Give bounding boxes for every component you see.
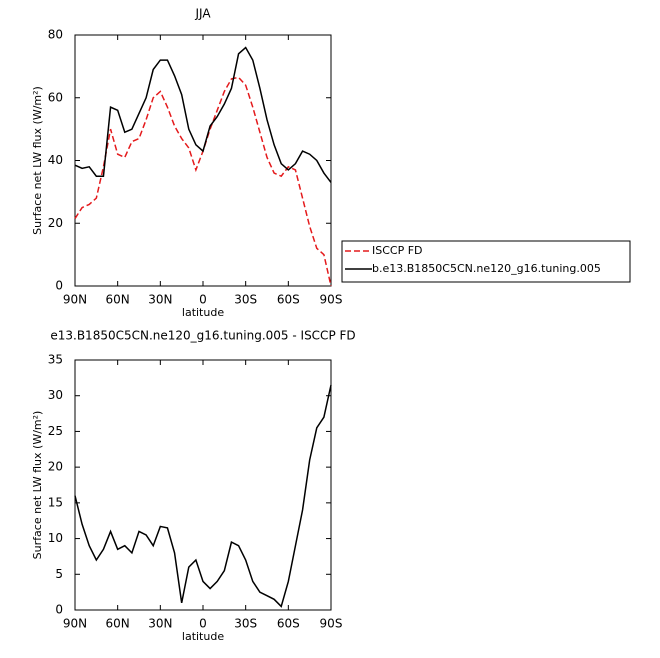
chart-title: e13.B1850C5CN.ne120_g16.tuning.005 - ISC… — [50, 329, 355, 343]
x-tick-label: 60N — [106, 293, 130, 307]
chart-title: JJA — [194, 7, 211, 21]
x-tick-label: 30N — [148, 293, 172, 307]
y-tick-label: 60 — [48, 90, 63, 104]
y-tick-label: 10 — [48, 531, 63, 545]
y-axis-label: Surface net LW flux (W/m²) — [31, 411, 44, 560]
x-tick-label: 30S — [234, 293, 257, 307]
x-tick-label: 90N — [63, 617, 87, 631]
y-tick-label: 25 — [48, 424, 63, 438]
y-tick-label: 35 — [48, 353, 63, 367]
x-tick-label: 0 — [199, 617, 207, 631]
plot-frame — [74, 34, 332, 287]
plot-frame — [74, 359, 332, 611]
data-line — [74, 384, 332, 608]
x-tick-label: 90S — [320, 293, 343, 307]
y-tick-label: 0 — [55, 603, 63, 617]
x-tick-label: 60N — [106, 617, 130, 631]
x-tick-label: 90N — [63, 293, 87, 307]
x-axis-label: latitude — [182, 630, 224, 643]
legend-label: ISCCP FD — [372, 244, 423, 257]
data-line — [74, 46, 332, 183]
y-tick-label: 20 — [48, 216, 63, 230]
y-tick-label: 80 — [48, 28, 63, 42]
y-axis-label: Surface net LW flux (W/m²) — [31, 86, 44, 235]
x-tick-label: 30S — [234, 617, 257, 631]
y-tick-label: 5 — [55, 567, 63, 581]
y-tick-label: 40 — [48, 153, 63, 167]
y-tick-label: 20 — [48, 460, 63, 474]
x-tick-label: 30N — [148, 617, 172, 631]
x-tick-label: 60S — [277, 617, 300, 631]
x-tick-label: 90S — [320, 617, 343, 631]
legend-label: b.e13.B1850C5CN.ne120_g16.tuning.005 — [372, 262, 601, 275]
x-axis-label: latitude — [182, 306, 224, 319]
y-tick-label: 15 — [48, 495, 63, 509]
y-tick-label: 30 — [48, 388, 63, 402]
legend-box — [341, 240, 631, 283]
x-tick-label: 60S — [277, 293, 300, 307]
y-tick-label: 0 — [55, 279, 63, 293]
x-tick-label: 0 — [199, 293, 207, 307]
